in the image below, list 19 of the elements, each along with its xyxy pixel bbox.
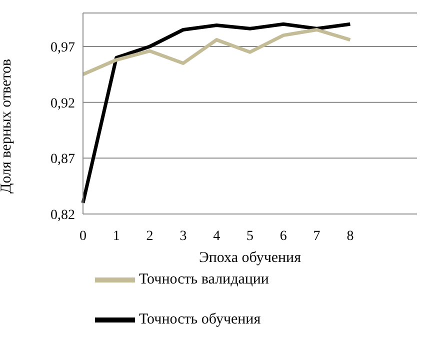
x-tick-label: 5 (246, 228, 254, 244)
x-tick-label: 6 (280, 228, 287, 244)
x-tick-label: 7 (313, 228, 320, 244)
x-tick-label: 3 (180, 228, 187, 244)
x-tick-label: 8 (346, 228, 354, 244)
y-tick-label: 0,92 (50, 96, 75, 112)
y-axis-title: Доля верных ответов (0, 58, 14, 194)
line-series (81, 28, 352, 76)
x-tick-label: 1 (112, 228, 120, 244)
legend-label: Точность обучения (139, 311, 261, 328)
y-tick-label: 0,87 (50, 152, 75, 168)
x-axis-title: Эпоха обучения (199, 250, 302, 266)
x-tick-label: 4 (213, 228, 220, 244)
y-tick-label: 0,82 (50, 208, 75, 223)
x-tick-label: 0 (80, 228, 86, 244)
y-tick-label: 0,97 (50, 40, 75, 56)
legend-label: Точность валидации (139, 271, 269, 288)
line-series (81, 22, 352, 205)
x-tick-label: 2 (146, 228, 154, 244)
